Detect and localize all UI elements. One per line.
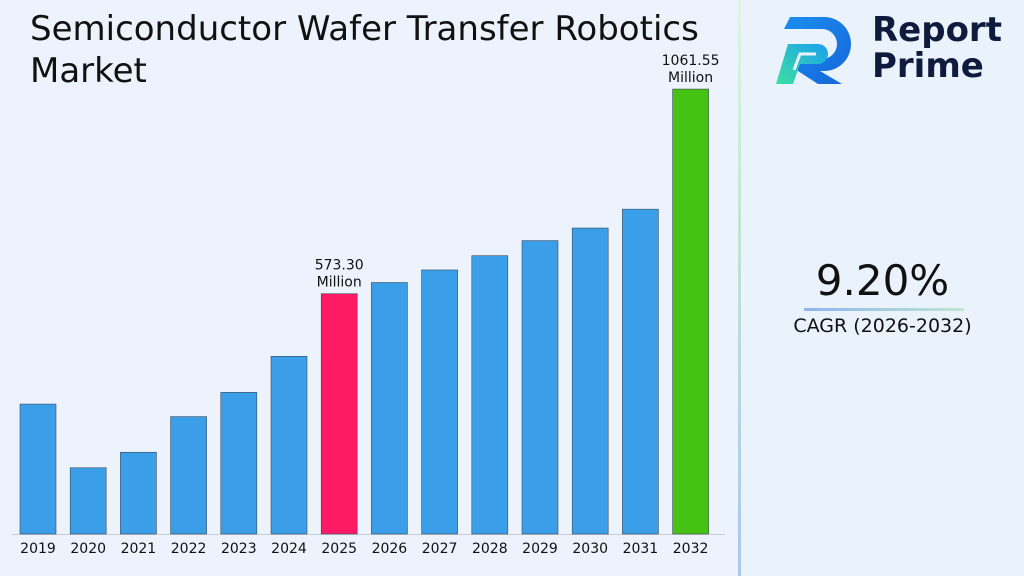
x-tick-label-2026: 2026 <box>372 541 408 557</box>
bar-2029 <box>521 240 559 535</box>
logo-text-line2: Prime <box>872 46 984 86</box>
bar-chart: 2019 2020 2021 2022 2023 2024 2025 2026 2027 2028… <box>12 53 725 557</box>
bar-2023 <box>220 392 258 535</box>
cagr-underline <box>804 308 964 311</box>
x-tick-label-2023: 2023 <box>221 541 257 557</box>
bar-2025 <box>320 293 358 535</box>
bar-2019 <box>19 403 57 535</box>
right-panel <box>741 0 1024 576</box>
x-tick-label-2027: 2027 <box>422 541 458 557</box>
bar-2026 <box>371 282 408 535</box>
cagr-value: 9.20% <box>815 256 950 305</box>
data-label-unit-2025: Million <box>317 275 362 291</box>
data-label-value-2032: 1061.55 <box>662 53 720 69</box>
bar-2024 <box>270 355 308 535</box>
bar-2031 <box>622 208 659 535</box>
bar-2027 <box>421 269 458 535</box>
page-title: Semiconductor Wafer Transfer Robotics Ma… <box>30 9 699 91</box>
bar-2020 <box>69 467 107 535</box>
x-tick-label-2025: 2025 <box>321 541 357 557</box>
x-tick-label-2024: 2024 <box>271 541 307 557</box>
x-tick-label-2029: 2029 <box>522 541 558 557</box>
x-tick-label-2030: 2030 <box>572 541 608 557</box>
bar-2032 <box>672 88 709 535</box>
x-tick-label-2028: 2028 <box>472 541 508 557</box>
bar-2030 <box>571 227 609 535</box>
bar-2028 <box>471 255 509 535</box>
data-label-unit-2032: Million <box>668 70 713 86</box>
logo-text: Report Prime <box>872 12 1002 84</box>
cagr-label: CAGR (2026-2032) <box>793 315 972 337</box>
x-tick-label-2032: 2032 <box>673 541 709 557</box>
x-tick-label-2021: 2021 <box>121 541 157 557</box>
x-tick-label-2022: 2022 <box>171 541 207 557</box>
x-tick-label-2020: 2020 <box>70 541 106 557</box>
bar-2022 <box>170 416 207 535</box>
x-tick-label-2031: 2031 <box>623 541 659 557</box>
panel-divider <box>738 0 741 576</box>
x-tick-label-2019: 2019 <box>20 541 56 557</box>
logo-text-line1: Report <box>872 10 1002 50</box>
bar-2021 <box>120 451 157 535</box>
data-label-value-2025: 573.30 <box>315 258 364 274</box>
report-prime-logo-icon <box>776 17 851 84</box>
